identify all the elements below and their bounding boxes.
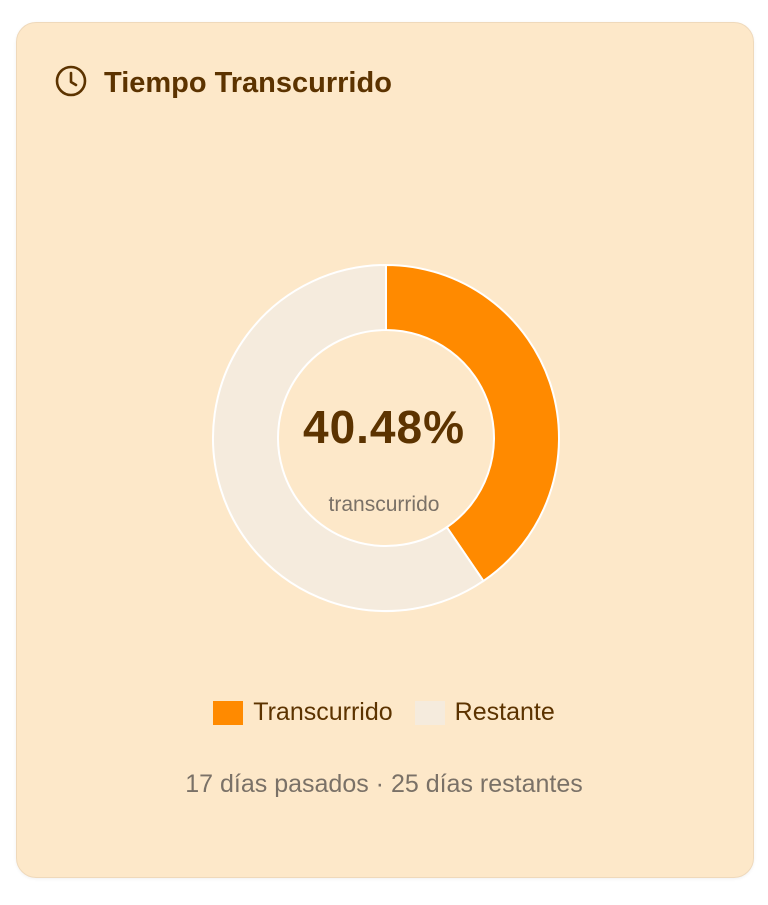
legend-item-transcurrido[interactable]: Transcurrido	[213, 698, 393, 727]
days-summary: 17 días pasados · 25 días restantes	[185, 770, 583, 798]
chart-legend: Transcurrido Restante	[0, 698, 768, 727]
center-percentage: 40.48%	[302, 401, 465, 453]
card-header: Tiempo Transcurrido	[54, 64, 392, 103]
donut-chart	[212, 263, 560, 612]
legend-label: Transcurrido	[253, 698, 393, 726]
legend-swatch	[414, 700, 445, 725]
donut-segment-restante[interactable]	[212, 263, 485, 612]
elapsed-time-card	[16, 22, 754, 878]
clock-icon	[54, 64, 88, 103]
donut-segment-transcurrido[interactable]	[385, 263, 560, 583]
center-label: transcurrido	[328, 493, 440, 516]
legend-label: Restante	[454, 698, 555, 726]
legend-swatch	[213, 700, 244, 725]
card-title: Tiempo Transcurrido	[104, 67, 392, 99]
legend-item-restante[interactable]: Restante	[414, 698, 555, 727]
